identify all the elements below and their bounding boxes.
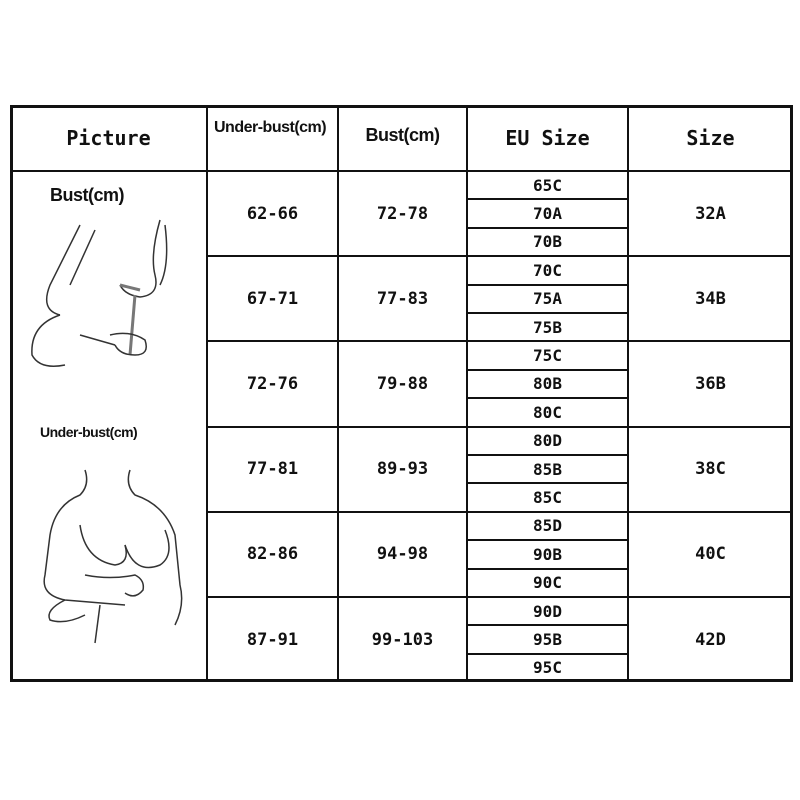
header-size: Size	[686, 126, 735, 150]
size-chart-table	[10, 105, 793, 682]
eu-size-cell: 85C	[533, 488, 562, 508]
eu-subrow-divider	[467, 624, 628, 626]
size-cell: 34B	[695, 288, 726, 309]
eu-subrow-divider	[467, 312, 628, 314]
underbust-cell: 67-71	[246, 288, 299, 309]
header-divider	[10, 170, 793, 172]
eu-subrow-divider	[467, 198, 628, 200]
eu-size-cell: 85D	[533, 516, 562, 536]
eu-size-cell: 75B	[533, 317, 562, 337]
eu-size-cell: 95C	[533, 658, 562, 678]
eu-size-cell: 75A	[533, 289, 562, 309]
bust-cell: 94-98	[376, 544, 429, 565]
row-divider	[207, 255, 793, 257]
row-divider	[207, 426, 793, 428]
eu-subrow-divider	[467, 454, 628, 456]
bust-cell: 99-103	[371, 629, 434, 650]
eu-size-cell: 95B	[533, 630, 562, 650]
eu-size-cell: 80C	[533, 402, 562, 422]
size-cell: 36B	[695, 373, 726, 394]
eu-size-cell: 80B	[533, 374, 562, 394]
eu-subrow-divider	[467, 284, 628, 286]
bust-cell: 79-88	[376, 373, 429, 394]
eu-subrow-divider	[467, 369, 628, 371]
eu-subrow-divider	[467, 482, 628, 484]
size-cell: 32A	[695, 203, 726, 224]
eu-subrow-divider	[467, 539, 628, 541]
eu-size-cell: 70C	[533, 260, 562, 280]
header-underbust: Under-bust(cm)	[214, 119, 327, 136]
eu-size-cell: 75C	[533, 346, 562, 366]
column-divider	[627, 105, 629, 682]
size-cell: 38C	[695, 459, 726, 480]
eu-size-cell: 65C	[533, 175, 562, 195]
column-divider	[466, 105, 468, 682]
row-divider	[207, 340, 793, 342]
underbust-measure-illustration	[43, 469, 183, 644]
eu-size-cell: 90D	[533, 601, 562, 621]
eu-subrow-divider	[467, 227, 628, 229]
bust-cell: 89-93	[376, 459, 429, 480]
eu-subrow-divider	[467, 653, 628, 655]
header-bust: Bust(cm)	[365, 124, 440, 145]
bust-cell: 77-83	[376, 288, 429, 309]
header-eu-size: EU Size	[505, 126, 590, 150]
eu-size-cell: 70B	[533, 232, 562, 252]
underbust-cell: 72-76	[246, 373, 299, 394]
column-divider	[206, 105, 208, 682]
underbust-cell: 77-81	[246, 459, 299, 480]
header-picture: Picture	[66, 126, 151, 150]
column-divider	[337, 105, 339, 682]
eu-subrow-divider	[467, 397, 628, 399]
row-divider	[207, 596, 793, 598]
bust-cell: 72-78	[376, 203, 429, 224]
eu-size-cell: 90C	[533, 573, 562, 593]
underbust-cell: 62-66	[246, 203, 299, 224]
underbust-cell: 82-86	[246, 544, 299, 565]
eu-size-cell: 90B	[533, 544, 562, 564]
eu-size-cell: 80D	[533, 431, 562, 451]
size-cell: 40C	[695, 544, 726, 565]
eu-size-cell: 70A	[533, 204, 562, 224]
row-divider	[207, 511, 793, 513]
eu-subrow-divider	[467, 568, 628, 570]
eu-size-cell: 85B	[533, 459, 562, 479]
size-cell: 42D	[695, 629, 726, 650]
underbust-cell: 87-91	[246, 629, 299, 650]
bust-label: Bust(cm)	[50, 185, 125, 205]
underbust-label: Under-bust(cm)	[40, 424, 138, 440]
bust-measure-illustration	[31, 219, 168, 367]
